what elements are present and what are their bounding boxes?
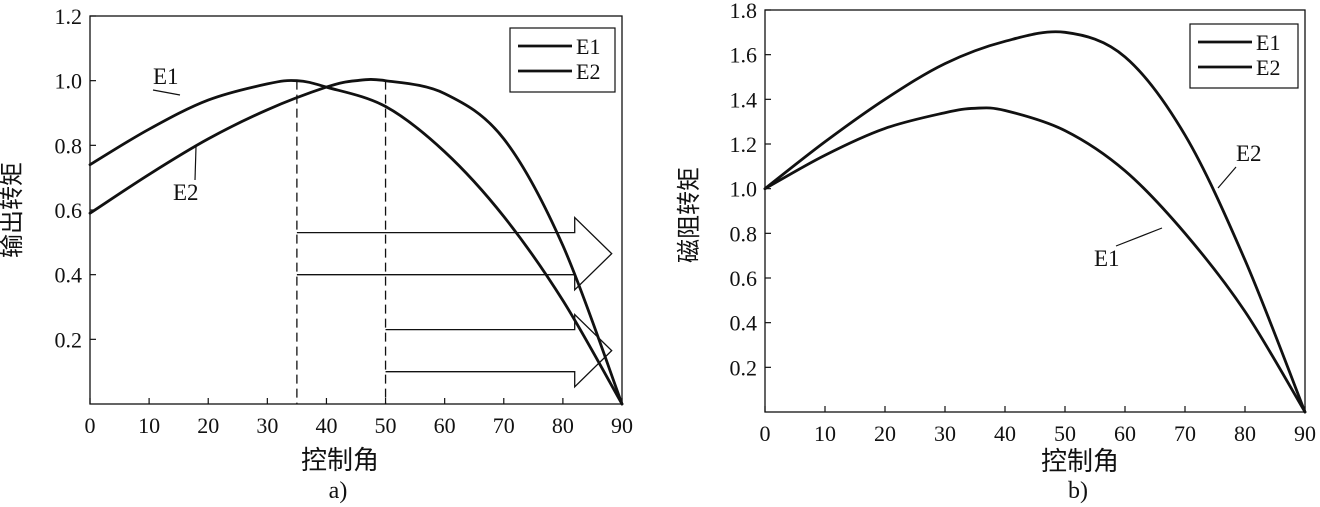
- y-tick-label: 1.6: [730, 43, 758, 68]
- y-tick-label: 0.6: [730, 266, 758, 291]
- x-tick-label: 30: [934, 421, 956, 446]
- x-tick-label: 80: [552, 413, 574, 438]
- x-tick-label: 0: [760, 421, 771, 446]
- y-tick-label: 0.2: [55, 327, 83, 352]
- chart-panel-b: 0 10 20 30 40 50 60 70 80 90 0.2 0.4 0.6 0.8 1.0 1.2 1.4…: [676, 0, 1316, 504]
- x-tick-label: 40: [994, 421, 1016, 446]
- legend-label-e2: E2: [1256, 55, 1280, 80]
- annotation-label-e2: E2: [173, 180, 199, 205]
- y-tick-label: 0.4: [730, 311, 758, 336]
- series-line-e2: [88, 78, 624, 406]
- panel-caption: b): [1068, 478, 1088, 504]
- series-line-e2: [763, 30, 1307, 414]
- y-tick-label: 0.8: [55, 133, 83, 158]
- y-tick-label: 1.2: [55, 4, 83, 29]
- x-tick-label: 10: [814, 421, 836, 446]
- x-tick-label: 10: [138, 413, 160, 438]
- x-axis-label: 控制角: [301, 446, 379, 475]
- annotation-label-e1: E1: [153, 64, 179, 89]
- y-tick-label: 1.4: [730, 87, 758, 112]
- annotation-label-e1: E1: [1094, 246, 1120, 271]
- x-tick-label: 20: [197, 413, 219, 438]
- annotation-leader: [1217, 166, 1237, 189]
- series-line-e1: [88, 79, 624, 406]
- x-tick-label: 30: [256, 413, 278, 438]
- x-tick-label: 70: [1174, 421, 1196, 446]
- legend-label-e1: E1: [1256, 30, 1280, 55]
- annotation-label-e2: E2: [1236, 141, 1262, 166]
- y-tick-label: 0.2: [730, 355, 758, 380]
- series-line-e1: [763, 106, 1307, 414]
- x-axis-label: 控制角: [1041, 447, 1119, 476]
- x-tick-label: 20: [874, 421, 896, 446]
- x-tick-label: 70: [493, 413, 515, 438]
- plot-frame: [764, 9, 1306, 413]
- x-tick-label: 40: [315, 413, 337, 438]
- x-tick-label: 60: [434, 413, 456, 438]
- y-tick-label: 0.8: [730, 221, 758, 246]
- legend-label-e1: E1: [576, 34, 600, 59]
- legend-box: [509, 27, 616, 93]
- y-tick-label: 0.4: [55, 263, 83, 288]
- x-tick-label: 90: [611, 413, 633, 438]
- annotation-leader: [152, 89, 181, 96]
- x-tick-label: 50: [375, 413, 397, 438]
- y-axis-label: 磁阻转矩: [676, 167, 703, 263]
- y-tick-label: 1.2: [730, 132, 758, 157]
- x-tick-label: 0: [85, 413, 96, 438]
- panel-caption: a): [329, 478, 348, 504]
- x-tick-label: 50: [1054, 421, 1076, 446]
- y-tick-label: 1.0: [730, 177, 758, 202]
- x-tick-label: 60: [1114, 421, 1136, 446]
- block-arrow-1: [296, 215, 613, 292]
- chart-panel-a: 0 10 20 30 40 50 60 70 80 90 0.2 0.4 0.6 0.8 1.0 1.2 控制角…: [0, 4, 633, 504]
- legend-box: [1189, 23, 1299, 89]
- block-arrow-2: [385, 312, 613, 389]
- legend-label-e2: E2: [576, 59, 600, 84]
- y-tick-label: 1.8: [730, 0, 758, 23]
- y-tick-label: 1.0: [55, 69, 83, 94]
- y-axis-label: 输出转矩: [0, 162, 26, 258]
- x-tick-label: 90: [1294, 421, 1316, 446]
- annotation-leader: [1115, 227, 1163, 247]
- y-tick-label: 0.6: [55, 198, 83, 223]
- annotation-leader: [194, 146, 197, 181]
- x-tick-label: 80: [1234, 421, 1256, 446]
